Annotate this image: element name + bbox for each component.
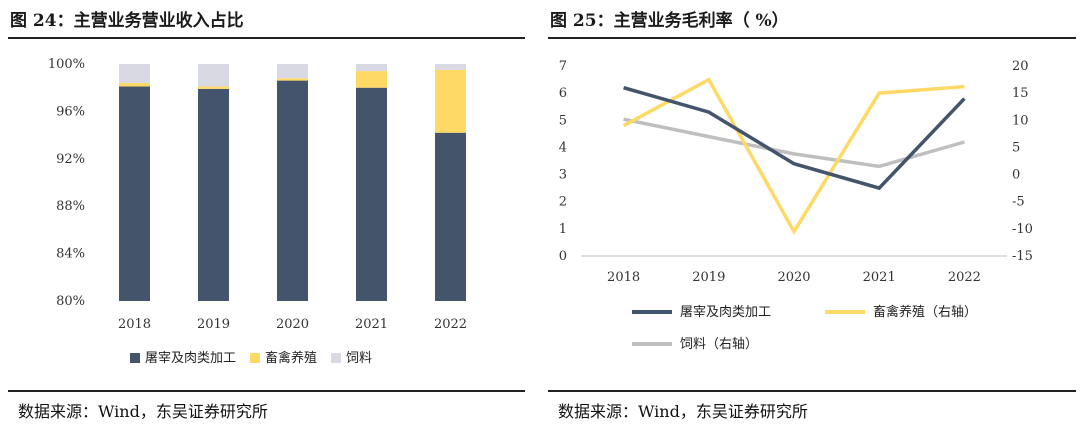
bar-segment-series-3	[198, 64, 229, 87]
legend-label-series-1: 屠宰及肉类加工	[145, 350, 236, 366]
legend-label-series-3: 饲料	[346, 351, 372, 366]
legend-label-series-1: 屠宰及肉类加工	[680, 304, 771, 320]
y-tick-label: 92%	[56, 152, 85, 167]
right-y-tick-label: -15	[1012, 249, 1033, 264]
bar-segment-series-2	[277, 78, 308, 81]
left-y-tick-label: 0	[559, 249, 567, 264]
legend-label-series-3: 饲料（右轴）	[680, 337, 758, 352]
x-tick-label: 2018	[118, 317, 151, 332]
right-line-chart: 0 1 2 3 4 5 6 7 -15 -10 -5 0 5 10 15 20 2018 2019 2020 2021…	[559, 59, 1033, 352]
left-title-rule	[8, 37, 525, 39]
bar-segment-series-2	[198, 86, 229, 89]
bar-segment-series-2	[119, 82, 150, 87]
left-y-tick-label: 4	[559, 140, 567, 155]
x-tick-label: 2020	[276, 317, 309, 332]
legend-swatch-series-2	[250, 353, 260, 363]
left-chart-title: 图 24：主营业务营业收入占比	[10, 11, 244, 31]
left-chart-panel: 图 24：主营业务营业收入占比 80% 84% 88% 92% 96% 100% 2018 2…	[0, 0, 527, 426]
left-y-tick-label: 5	[559, 113, 567, 128]
legend-label-series-2: 畜禽养殖（右轴）	[873, 304, 977, 320]
right-y-tick-label: 20	[1012, 59, 1029, 74]
x-tick-label: 2018	[607, 270, 640, 285]
bar-segment-series-3	[356, 64, 387, 72]
right-y-tick-label: -10	[1012, 222, 1033, 237]
right-y-tick-label: 10	[1012, 113, 1029, 128]
line-series-3	[623, 117, 965, 169]
left-y-tick-label: 1	[559, 222, 567, 237]
left-y-tick-label: 2	[559, 195, 567, 210]
bar-segment-series-1	[356, 87, 387, 301]
bar-segment-series-3	[435, 64, 466, 70]
y-tick-label: 96%	[56, 104, 85, 119]
bar-segment-series-1	[198, 88, 229, 301]
y-tick-label: 84%	[56, 247, 85, 262]
left-y-tick-label: 6	[559, 86, 567, 101]
right-source-rule	[548, 390, 1076, 392]
x-tick-label: 2019	[692, 270, 725, 285]
right-y-tick-label: 0	[1012, 168, 1020, 183]
right-y-tick-label: -5	[1012, 195, 1025, 210]
left-y-tick-label: 7	[559, 59, 567, 74]
x-tick-label: 2022	[948, 270, 981, 285]
right-y-tick-label: 5	[1012, 140, 1020, 155]
right-title-rule	[548, 37, 1076, 39]
right-chart-panel: 图 25：主营业务毛利率（ %） 0 1 2 3 4 5 6 7 -15 -10 -5 0 5 10 15 2…	[540, 0, 1080, 426]
bar-segment-series-1	[119, 86, 150, 301]
x-tick-label: 2021	[863, 270, 896, 285]
bar-segment-series-1	[277, 80, 308, 301]
y-tick-label: 100%	[48, 57, 85, 72]
right-source-note: 数据来源：Wind，东吴证券研究所	[558, 402, 808, 421]
left-y-tick-label: 3	[559, 168, 567, 183]
bar-segment-series-1	[435, 132, 466, 301]
bar-segment-series-3	[277, 64, 308, 79]
x-tick-label: 2022	[434, 317, 467, 332]
y-tick-label: 88%	[56, 199, 85, 214]
legend-label-series-2: 畜禽养殖	[265, 350, 317, 366]
left-source-note: 数据来源：Wind，东吴证券研究所	[18, 402, 268, 421]
x-tick-label: 2020	[777, 270, 810, 285]
left-bar-chart: 80% 84% 88% 92% 96% 100% 2018 2019 2020 2021 2022 屠…	[48, 57, 467, 366]
bar-segment-series-2	[356, 71, 387, 88]
legend-swatch-series-1	[130, 353, 140, 363]
bar-segment-series-2	[435, 69, 466, 133]
x-tick-label: 2021	[355, 317, 388, 332]
left-source-rule	[8, 390, 525, 392]
x-tick-label: 2019	[197, 317, 230, 332]
y-tick-label: 80%	[56, 294, 85, 309]
bar-segment-series-3	[119, 64, 150, 83]
right-y-tick-label: 15	[1012, 86, 1029, 101]
line-series-1	[623, 86, 966, 191]
right-chart-title: 图 25：主营业务毛利率（ %）	[550, 11, 789, 31]
line-series-2	[622, 77, 965, 236]
legend-swatch-series-3	[331, 353, 341, 363]
